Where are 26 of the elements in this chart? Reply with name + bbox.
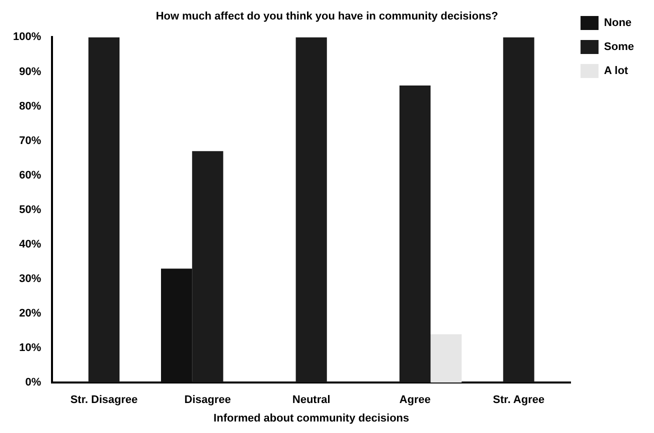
x-tick-label: Str. Disagree	[70, 394, 138, 406]
x-axis-title: Informed about community decisions	[214, 412, 410, 424]
bar	[430, 334, 462, 383]
y-tick-label: 20%	[19, 308, 42, 320]
x-tick-label: Str. Agree	[492, 394, 544, 406]
y-tick-label: 50%	[19, 204, 42, 216]
y-tick-label: 10%	[19, 342, 42, 354]
bar	[88, 37, 120, 383]
x-tick-label: Disagree	[184, 394, 231, 406]
y-tick-label: 40%	[19, 238, 42, 250]
x-tick-label: Neutral	[292, 394, 330, 406]
bar	[399, 86, 431, 383]
y-tick-label: 70%	[19, 134, 42, 147]
y-tick-label: 100%	[12, 31, 42, 44]
bar	[296, 37, 327, 383]
y-tick-label: 30%	[19, 273, 42, 286]
legend-label: None	[604, 17, 632, 30]
chart-title: How much affect do you think you have in community decisions?	[156, 10, 498, 23]
legend-label: Some	[604, 41, 634, 54]
legend-label: A lot	[604, 65, 628, 78]
y-tick-label: 60%	[19, 169, 42, 182]
x-tick-label: Agree	[399, 394, 431, 406]
y-tick-label: 90%	[19, 66, 42, 78]
y-tick-label: 0%	[25, 376, 42, 389]
y-tick-label: 80%	[19, 100, 42, 112]
bar	[503, 37, 534, 383]
